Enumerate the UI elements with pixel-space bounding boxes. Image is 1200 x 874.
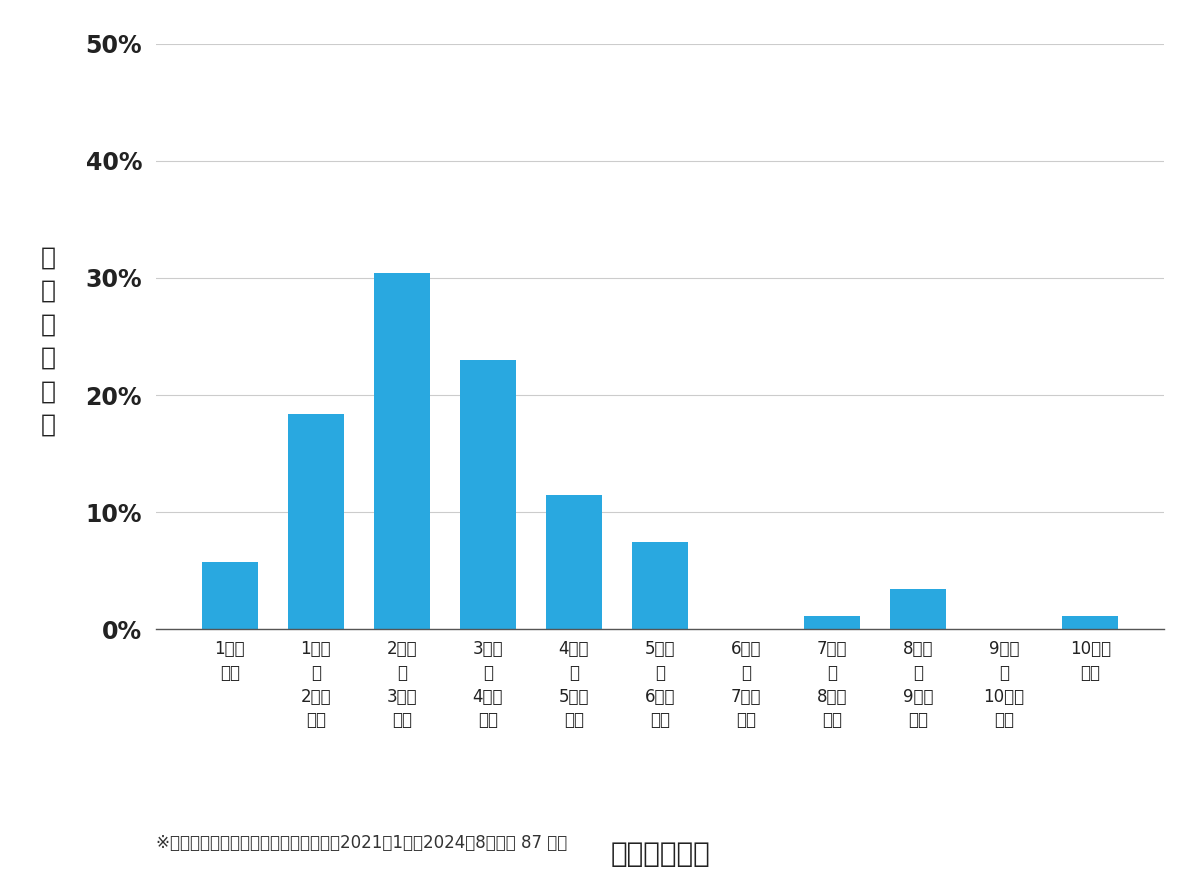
Text: 費
用
帯
の
割
合: 費 用 帯 の 割 合 — [41, 245, 55, 437]
Bar — [546, 495, 602, 629]
Bar — [1062, 616, 1118, 629]
Bar — [632, 542, 688, 629]
Bar — [202, 562, 258, 629]
Bar — [804, 616, 860, 629]
Bar — [374, 273, 430, 629]
Bar — [288, 414, 343, 629]
Text: ※弊社受付の案件を対象に集計（期間：2021年1月〜2024年8月、計 87 件）: ※弊社受付の案件を対象に集計（期間：2021年1月〜2024年8月、計 87 件… — [156, 834, 568, 852]
Bar — [460, 360, 516, 629]
Bar — [890, 589, 946, 629]
X-axis label: 費用帯（円）: 費用帯（円） — [610, 840, 710, 868]
